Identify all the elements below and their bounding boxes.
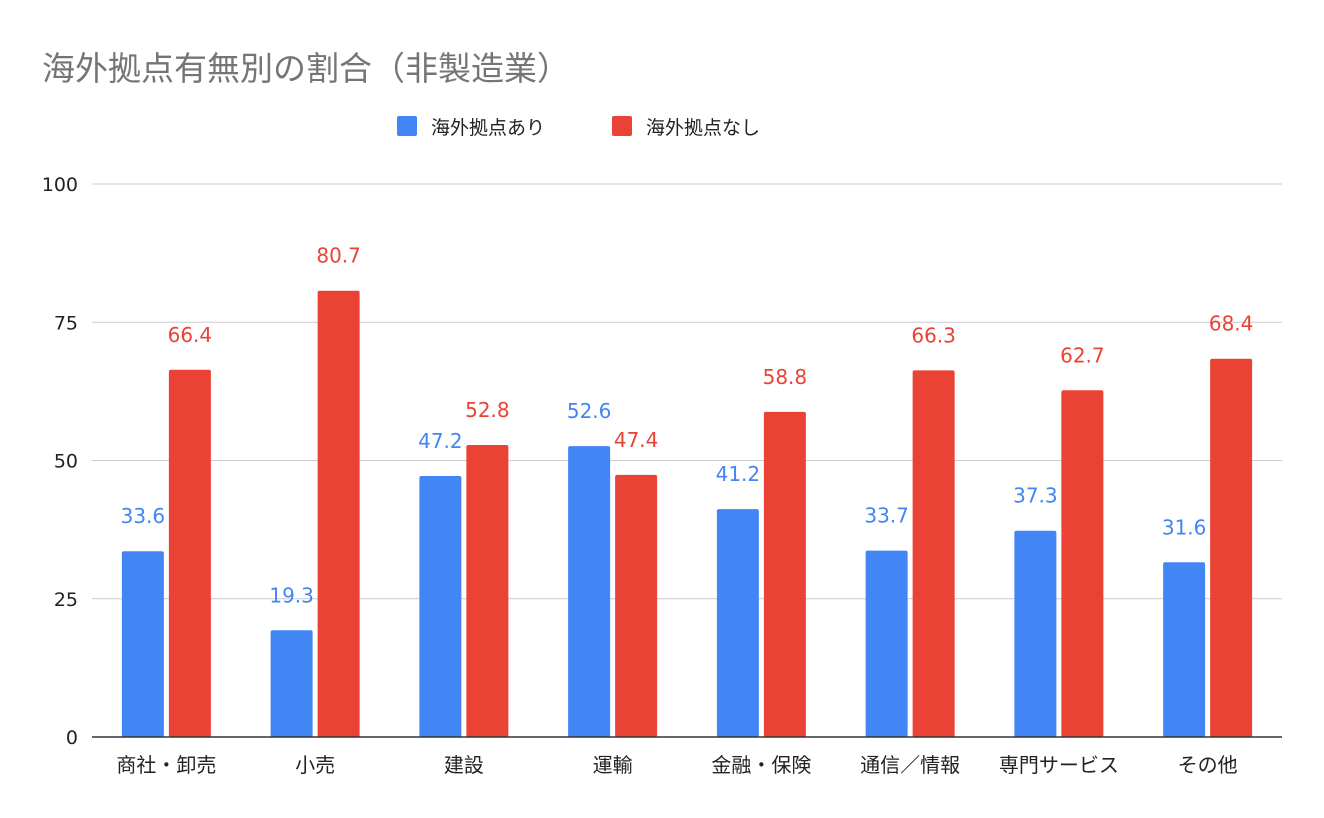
bar-0-7 [1163,562,1206,737]
x-category-label: 運輸 [593,753,633,777]
data-label-0-4: 41.2 [716,462,761,486]
x-category-label: 通信／情報 [860,753,960,777]
bar-1-2 [466,445,509,737]
x-category-label: 建設 [444,753,484,777]
x-category-label: 商社・卸売 [116,753,216,777]
grid-lines [92,183,1282,600]
legend-swatch-0 [397,116,417,136]
legend-swatch-1 [612,116,632,136]
data-label-1-0: 66.4 [168,323,213,347]
data-label-1-2: 52.8 [465,398,510,422]
data-label-0-7: 31.6 [1162,515,1207,539]
legend-label-0: 海外拠点あり [431,117,545,139]
legend-label-1: 海外拠点なし [646,117,760,139]
bar-1-5 [912,370,955,737]
data-labels: 33.6 66.4 19.3 80.7 47.252.8 52.647.4 41.2 58.8… [121,244,1254,608]
y-tick-label: 25 [54,589,78,611]
y-tick-label: 100 [42,174,78,196]
bar-0-1 [270,630,313,737]
y-axis: 0 25 50 75 100 [42,174,78,749]
bar-1-1 [317,290,360,737]
category-labels: 商社・卸売 小売 建設 運輸 金融・保険 通信／情報 専門サービス その他 [116,753,1237,777]
data-label-1-5: 66.3 [911,323,956,347]
data-label-0-6: 37.3 [1013,484,1058,508]
data-label-1-6: 62.7 [1060,343,1105,367]
x-category-label: その他 [1178,753,1238,777]
bar-1-0 [168,369,211,737]
bar-0-3 [568,446,611,737]
x-category-label: 金融・保険 [711,753,811,777]
bar-0-5 [865,550,908,737]
data-label-0-5: 33.7 [864,504,909,528]
data-label-0-2: 47.2 [418,429,463,453]
data-label-1-4: 58.8 [763,365,808,389]
data-label-1-3: 47.4 [614,428,659,452]
data-label-1-1: 80.7 [316,244,361,268]
y-tick-label: 50 [54,451,78,473]
data-label-1-7: 68.4 [1209,312,1254,336]
x-category-label: 専門サービス [999,753,1119,777]
bar-1-7 [1210,358,1253,737]
data-label-0-3: 52.6 [567,399,612,423]
data-label-0-0: 33.6 [121,504,166,528]
bars [121,290,1253,737]
bar-1-4 [763,411,806,737]
y-tick-label: 75 [54,312,78,334]
bar-0-6 [1014,530,1057,737]
y-tick-label: 0 [66,727,78,749]
chart-title: 海外拠点有無別の割合（非製造業） [42,49,570,88]
bar-0-4 [716,509,759,737]
legend: 海外拠点あり 海外拠点なし [397,116,760,139]
bar-1-3 [615,474,658,737]
x-category-label: 小売 [295,753,335,777]
bar-0-0 [121,551,164,737]
bar-1-6 [1061,390,1104,737]
data-label-0-1: 19.3 [269,583,314,607]
bar-0-2 [419,475,462,737]
